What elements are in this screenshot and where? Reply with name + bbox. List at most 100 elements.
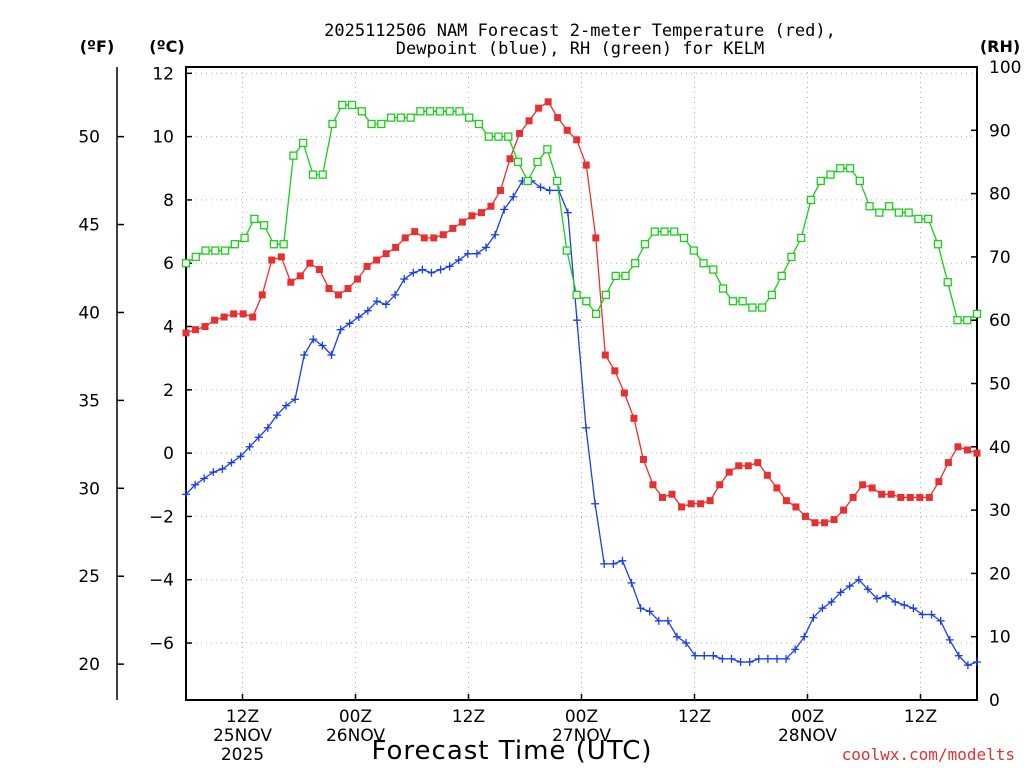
temperature-point bbox=[630, 414, 638, 422]
temperature-point bbox=[716, 481, 724, 489]
temperature-point bbox=[401, 234, 409, 242]
temperature-point bbox=[859, 481, 867, 489]
dewpoint-point bbox=[309, 335, 318, 344]
rh-point bbox=[289, 151, 298, 160]
rh-point bbox=[328, 119, 337, 129]
dewpoint-point bbox=[318, 341, 327, 350]
temperature-point bbox=[211, 316, 219, 324]
x-tick-label-date: 28NOV bbox=[778, 726, 837, 746]
x-tick-label-date: 26NOV bbox=[326, 726, 385, 746]
temperature-point bbox=[735, 462, 743, 470]
dewpoint-point bbox=[227, 458, 236, 467]
fahrenheit-tick-label: 40 bbox=[78, 303, 100, 323]
celsius-tick-label: −2 bbox=[149, 507, 174, 527]
temperature-point bbox=[582, 161, 590, 169]
rh-point bbox=[650, 227, 659, 236]
rh-point bbox=[377, 119, 386, 129]
dewpoint-point bbox=[582, 423, 591, 432]
temperature-point bbox=[668, 490, 676, 498]
dewpoint-point bbox=[872, 594, 881, 603]
rh-tick-label: 70 bbox=[989, 248, 1011, 268]
dewpoint-point bbox=[391, 290, 400, 299]
temperature-point bbox=[411, 228, 419, 236]
rh-point bbox=[445, 107, 454, 116]
temperature-point bbox=[420, 234, 428, 242]
dewpoint-line bbox=[185, 180, 978, 666]
temperature-point bbox=[811, 519, 819, 527]
dewpoint-point bbox=[563, 208, 572, 217]
temperature-point bbox=[277, 253, 285, 261]
dewpoint-point bbox=[736, 658, 745, 667]
temperature-point bbox=[725, 468, 733, 476]
temperature-point bbox=[592, 234, 600, 242]
rh-point bbox=[338, 100, 347, 110]
temperature-point bbox=[535, 104, 543, 112]
celsius-unit-label: (ºC) bbox=[149, 37, 184, 56]
rh-point bbox=[308, 170, 318, 179]
dewpoint-point bbox=[882, 591, 891, 600]
dewpoint-point bbox=[782, 654, 791, 663]
temperature-point bbox=[239, 310, 247, 318]
dewpoint-point bbox=[327, 351, 336, 360]
dewpoint-point bbox=[282, 401, 291, 410]
fahrenheit-tick-label: 20 bbox=[78, 655, 100, 675]
rh-point bbox=[465, 113, 474, 122]
rh-point bbox=[621, 271, 630, 281]
fahrenheit-unit-label: (ºF) bbox=[80, 37, 115, 56]
rh-point bbox=[240, 233, 249, 243]
temperature-point bbox=[744, 462, 752, 470]
dewpoint-point bbox=[263, 423, 272, 432]
rh-point bbox=[504, 132, 513, 141]
rh-tick-label: 90 bbox=[989, 121, 1011, 141]
celsius-tick-label: 10 bbox=[152, 128, 174, 148]
rh-point bbox=[513, 157, 523, 167]
temperature-point bbox=[325, 285, 333, 293]
dewpoint-point bbox=[591, 499, 600, 508]
rh-point bbox=[924, 214, 933, 224]
rh-point bbox=[357, 107, 366, 116]
dewpoint-point bbox=[963, 661, 972, 670]
dewpoint-point bbox=[636, 604, 645, 613]
dewpoint-point bbox=[845, 582, 854, 591]
dewpoint-point bbox=[891, 597, 900, 606]
temperature-point bbox=[773, 484, 781, 492]
temperature-point bbox=[230, 310, 238, 318]
dewpoint-point bbox=[763, 654, 772, 663]
rh-point bbox=[767, 290, 777, 300]
temperature-point bbox=[830, 516, 838, 524]
dewpoint-point bbox=[291, 395, 300, 404]
dewpoint-point bbox=[718, 654, 727, 663]
rh-point bbox=[582, 297, 591, 306]
rh-point bbox=[386, 113, 396, 122]
dewpoint-point bbox=[454, 256, 463, 265]
temperature-point bbox=[887, 490, 895, 498]
dewpoint-point bbox=[836, 588, 845, 597]
temperature-point bbox=[697, 500, 705, 508]
dewpoint-point bbox=[909, 604, 918, 613]
dewpoint-point bbox=[445, 262, 454, 271]
rh-point bbox=[562, 246, 572, 255]
dewpoint-point bbox=[772, 654, 781, 663]
dewpoint-point bbox=[918, 610, 927, 619]
dewpoint-point bbox=[745, 658, 754, 667]
data-series bbox=[181, 98, 982, 670]
dewpoint-point bbox=[900, 601, 909, 610]
temperature-point bbox=[801, 512, 809, 520]
x-tick-label-hour: 12Z bbox=[226, 707, 259, 727]
x-tick-label-hour: 12Z bbox=[678, 707, 711, 727]
celsius-tick-label: −6 bbox=[149, 634, 174, 654]
temperature-point bbox=[496, 186, 504, 194]
rh-point bbox=[894, 208, 904, 217]
celsius-tick-label: 2 bbox=[163, 381, 174, 401]
rh-tick-label: 100 bbox=[989, 58, 1021, 78]
dewpoint-point bbox=[182, 490, 190, 499]
temperature-point bbox=[935, 478, 943, 486]
x-tick-label-date: 27NOV bbox=[552, 726, 611, 746]
temperature-point bbox=[868, 484, 876, 492]
temperature-point bbox=[249, 313, 257, 321]
dewpoint-point bbox=[827, 597, 836, 606]
x-tick-label-hour: 12Z bbox=[452, 707, 485, 727]
celsius-tick-label: 0 bbox=[163, 444, 174, 464]
temperature-point bbox=[611, 367, 619, 375]
temperature-point bbox=[382, 250, 390, 258]
